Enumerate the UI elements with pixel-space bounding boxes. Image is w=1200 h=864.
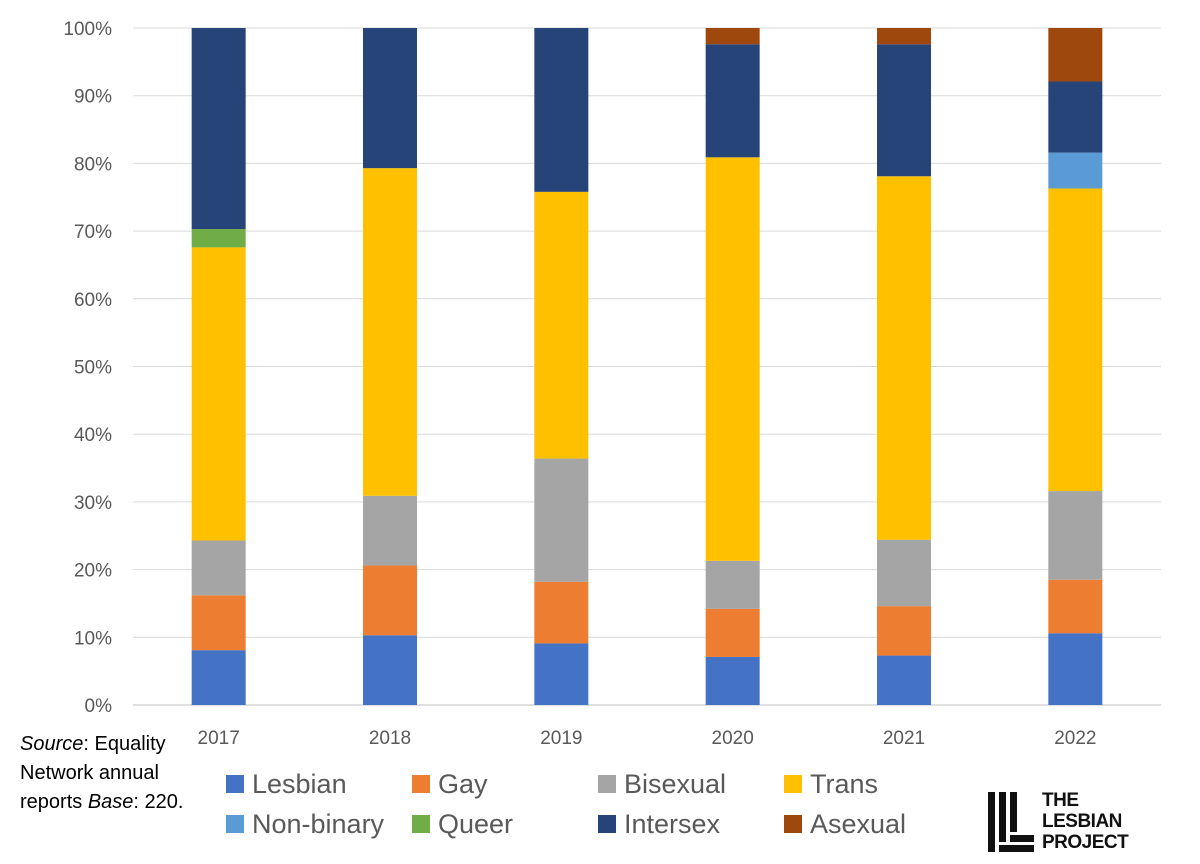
bar-segment-lesbian bbox=[1048, 633, 1103, 705]
bar-segment-gay bbox=[877, 606, 931, 656]
legend-label: Asexual bbox=[810, 808, 907, 839]
source-text: : Equality Network annual reports bbox=[20, 733, 166, 813]
bar-segment-asexual bbox=[1048, 28, 1103, 82]
legend-item: Lesbian bbox=[226, 766, 412, 802]
legend-swatch bbox=[226, 775, 244, 793]
stacked-bar-chart: 0%10%20%30%40%50%60%70%80%90%100% 2017 20… bbox=[63, 19, 1161, 749]
bar-segment-intersex bbox=[705, 44, 760, 158]
y-tick-label: 100% bbox=[63, 19, 112, 40]
x-tick-label: 2022 bbox=[1054, 728, 1096, 749]
legend-swatch bbox=[598, 815, 616, 833]
bar-segment-intersex bbox=[1048, 81, 1103, 153]
y-tick-label: 50% bbox=[74, 358, 112, 379]
legend-swatch bbox=[412, 815, 430, 833]
x-tick-label: 2018 bbox=[369, 728, 411, 749]
bar-segment-trans bbox=[191, 247, 246, 541]
legend-item: Non-binary bbox=[226, 806, 412, 842]
bar-segment-queer bbox=[191, 229, 246, 248]
bar-segment-trans bbox=[534, 191, 589, 459]
bar-segment-gay bbox=[534, 581, 589, 644]
bar-segment-gay bbox=[1048, 579, 1103, 634]
source-label: Source bbox=[20, 733, 84, 755]
logo-mark-icon bbox=[988, 792, 1034, 852]
y-tick-label: 30% bbox=[74, 493, 112, 514]
legend-label: Non-binary bbox=[252, 808, 385, 839]
legend-item: Trans bbox=[784, 766, 970, 802]
bar-segment-bisexual bbox=[191, 540, 246, 596]
legend-label: Intersex bbox=[624, 808, 721, 839]
bars bbox=[191, 28, 1103, 705]
legend-item: Bisexual bbox=[598, 766, 784, 802]
legend-label: Trans bbox=[810, 768, 879, 799]
y-tick-label: 0% bbox=[85, 696, 113, 717]
y-tick-label: 90% bbox=[74, 87, 112, 108]
legend-item: Gay bbox=[412, 766, 598, 802]
y-tick-label: 70% bbox=[74, 222, 112, 243]
bar-segment-lesbian bbox=[705, 656, 760, 705]
bar-segment-bisexual bbox=[705, 560, 760, 609]
x-tick-label: 2019 bbox=[540, 728, 582, 749]
legend-swatch bbox=[412, 775, 430, 793]
legend-item: Queer bbox=[412, 806, 598, 842]
legend-label: Lesbian bbox=[252, 768, 347, 799]
legend-item: Asexual bbox=[784, 806, 970, 842]
bar-segment-trans bbox=[1048, 188, 1103, 492]
bar-segment-lesbian bbox=[534, 643, 589, 705]
bar-segment-bisexual bbox=[534, 458, 589, 582]
bar-segment-trans bbox=[877, 176, 931, 540]
bar-segment-intersex bbox=[534, 28, 589, 192]
bar-segment-lesbian bbox=[191, 650, 246, 705]
bar-segment-intersex bbox=[877, 44, 931, 177]
bar-segment-intersex bbox=[191, 28, 246, 230]
bar-segment-bisexual bbox=[877, 539, 931, 607]
logo-line-1: THE bbox=[1042, 790, 1079, 811]
x-tick-label: 2021 bbox=[883, 728, 925, 749]
legend-label: Bisexual bbox=[624, 768, 727, 799]
base-label: Base bbox=[87, 791, 134, 813]
base-text: : 220. bbox=[133, 791, 184, 813]
bar-segment-non-binary bbox=[1048, 152, 1103, 189]
bar-segment-lesbian bbox=[363, 635, 417, 705]
x-tick-label: 2017 bbox=[198, 728, 240, 749]
legend-swatch bbox=[598, 775, 616, 793]
bar-segment-gay bbox=[705, 608, 760, 657]
y-axis-ticks: 0% 10% 20% 30% 40% 50% 60% 70% 80% 90% 100% bbox=[63, 19, 112, 717]
legend: Lesbian Gay Bisexual Trans Non-binary Queer In… bbox=[226, 766, 966, 842]
source-note: Source: Equality Network annual reports … bbox=[20, 730, 190, 817]
bar-segment-bisexual bbox=[1048, 491, 1103, 580]
lesbian-project-logo: THE LESBIAN PROJECT bbox=[988, 790, 1158, 854]
bar-segment-lesbian bbox=[877, 655, 931, 705]
x-axis-ticks: 2017 2018 2019 2020 2021 2022 bbox=[198, 728, 1097, 749]
legend-label: Queer bbox=[438, 808, 514, 839]
bar-segment-bisexual bbox=[363, 495, 417, 566]
y-tick-label: 10% bbox=[74, 628, 112, 649]
bar-segment-gay bbox=[363, 565, 417, 636]
gridlines bbox=[133, 27, 1161, 706]
y-tick-label: 80% bbox=[74, 154, 112, 175]
x-tick-label: 2020 bbox=[712, 728, 754, 749]
legend-swatch bbox=[784, 815, 802, 833]
bar-segment-gay bbox=[191, 595, 246, 651]
logo-text: THE LESBIAN PROJECT bbox=[1042, 790, 1129, 853]
legend-item: Intersex bbox=[598, 806, 784, 842]
legend-swatch bbox=[226, 815, 244, 833]
logo-line-3: PROJECT bbox=[1042, 832, 1129, 853]
bar-segment-asexual bbox=[705, 28, 760, 45]
y-tick-label: 40% bbox=[74, 425, 112, 446]
legend-label: Gay bbox=[438, 768, 488, 799]
bar-segment-asexual bbox=[877, 28, 931, 45]
y-tick-label: 60% bbox=[74, 290, 112, 311]
bar-segment-trans bbox=[705, 157, 760, 561]
bar-segment-intersex bbox=[363, 28, 417, 169]
logo-line-2: LESBIAN bbox=[1042, 811, 1122, 832]
bar-segment-trans bbox=[363, 168, 417, 496]
legend-swatch bbox=[784, 775, 802, 793]
y-tick-label: 20% bbox=[74, 561, 112, 582]
